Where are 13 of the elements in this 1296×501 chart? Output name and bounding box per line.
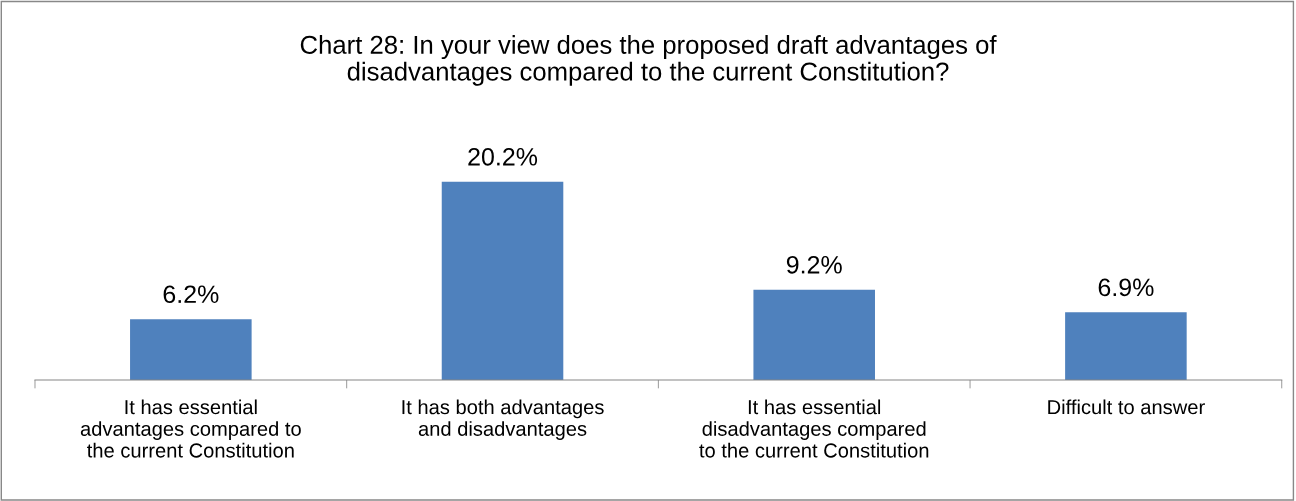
data-label: 6.2% [163,285,219,304]
data-label: 9.2% [786,255,842,274]
x-tick-label: It has both advantages and disadvantages [402,399,604,440]
bar [441,181,564,381]
bar [130,319,252,381]
bar [753,289,875,381]
chart-title: Chart 28: In your view does the proposed draft advantages of disadvantages compared to the current Constitution? [300,35,997,86]
bar [1065,312,1187,381]
data-label: 20.2% [468,147,538,166]
x-tick-label: It has essential advantages compared to the current Constitution [80,399,301,458]
data-label: 6.9% [1098,278,1154,297]
x-tick-label: It has essential disadvantages compared to the current Constitution [699,399,929,458]
x-tick-label: Difficult to answer [1048,399,1205,415]
